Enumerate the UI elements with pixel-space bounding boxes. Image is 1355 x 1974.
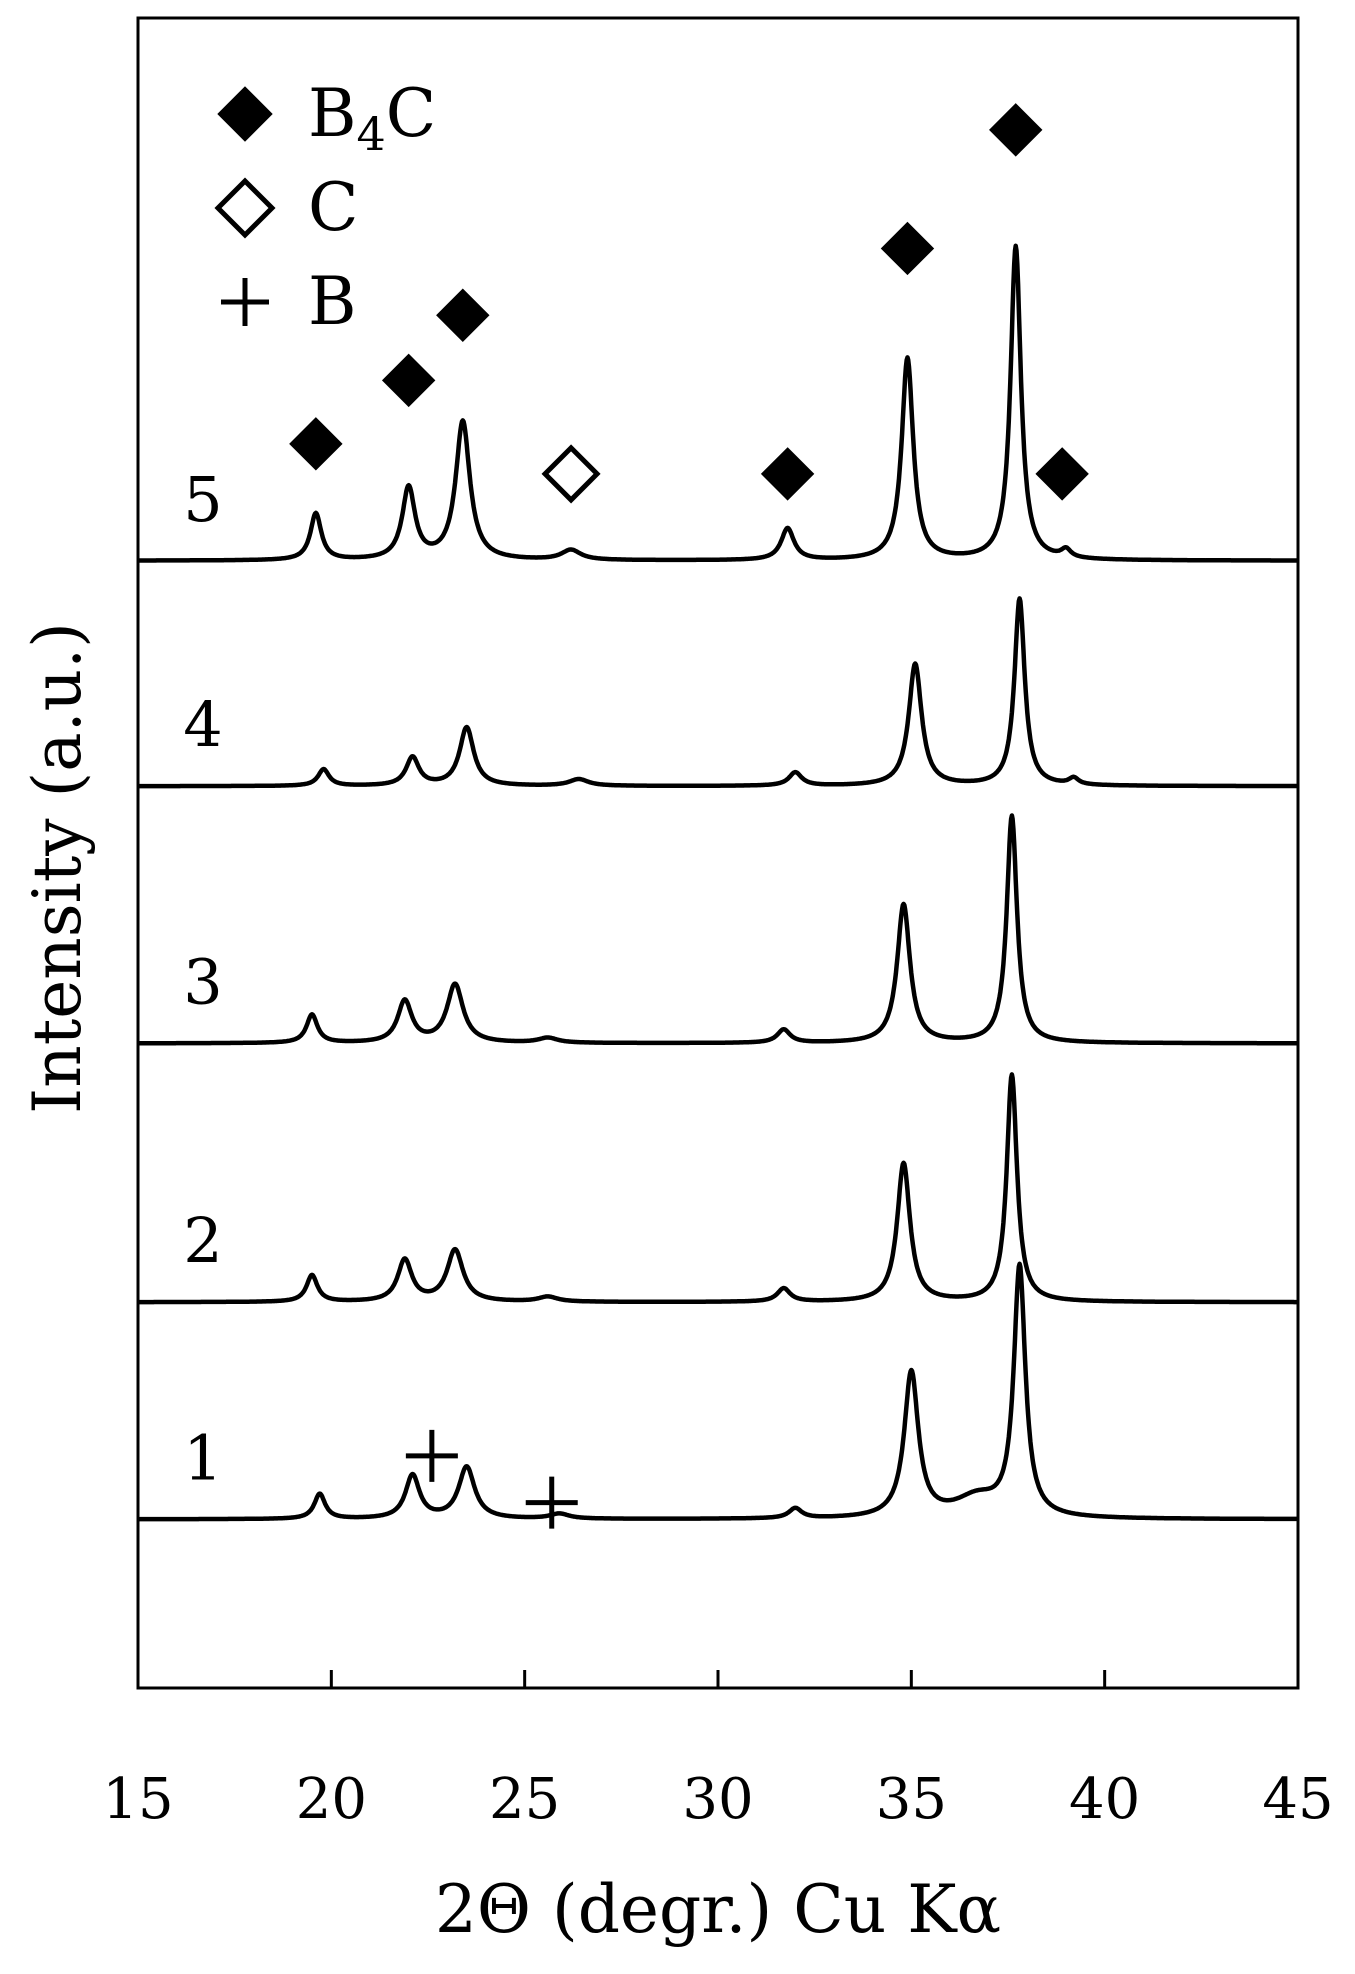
x-tick-label: 30 [682, 1767, 753, 1832]
x-tick-label: 20 [296, 1767, 367, 1832]
b4c-marker [1035, 447, 1089, 501]
b-marker [525, 1476, 578, 1529]
marker-layer [289, 103, 1089, 1529]
b4c-marker [989, 103, 1043, 157]
series-label-2: 2 [183, 1204, 222, 1277]
x-tick-label: 15 [102, 1767, 173, 1832]
b4c-marker [381, 353, 436, 408]
b-marker [405, 1429, 458, 1482]
series-line-5 [136, 243, 1300, 563]
x-tick-label: 25 [489, 1767, 560, 1832]
series-label-4: 4 [183, 688, 222, 761]
legend-label: B4C [308, 75, 436, 161]
legend-label: B [308, 263, 357, 340]
x-tick-label: 35 [876, 1767, 947, 1832]
series-label-3: 3 [183, 945, 222, 1018]
legend-filled-diamond-icon [217, 86, 273, 142]
x-tick-label: 40 [1069, 1767, 1140, 1832]
series-line-4 [136, 596, 1300, 789]
series-layer: 1 2 3 4 5 [136, 243, 1300, 1522]
x-axis-label: 2Θ (degr.) Cu Kα [435, 1871, 1001, 1948]
legend-plus-icon [221, 278, 269, 326]
x-tick-label: 45 [1262, 1767, 1333, 1832]
legend-open-diamond-icon [214, 177, 276, 239]
y-axis-label: Intensity (a.u.) [19, 622, 96, 1114]
c-marker [541, 444, 601, 504]
legend: B4C CB [214, 75, 436, 340]
series-line-2 [136, 1072, 1300, 1305]
b4c-marker [880, 221, 935, 276]
series-label-1: 1 [183, 1421, 222, 1494]
legend-label: C [308, 169, 359, 246]
b4c-marker [436, 288, 490, 342]
b4c-marker [760, 447, 815, 501]
series-line-3 [136, 813, 1300, 1046]
b4c-marker [289, 417, 343, 471]
x-axis-ticks: 15 20 25 30 35 40 45 [102, 1670, 1334, 1832]
series-line-1 [136, 1261, 1300, 1522]
series-label-5: 5 [183, 463, 222, 536]
